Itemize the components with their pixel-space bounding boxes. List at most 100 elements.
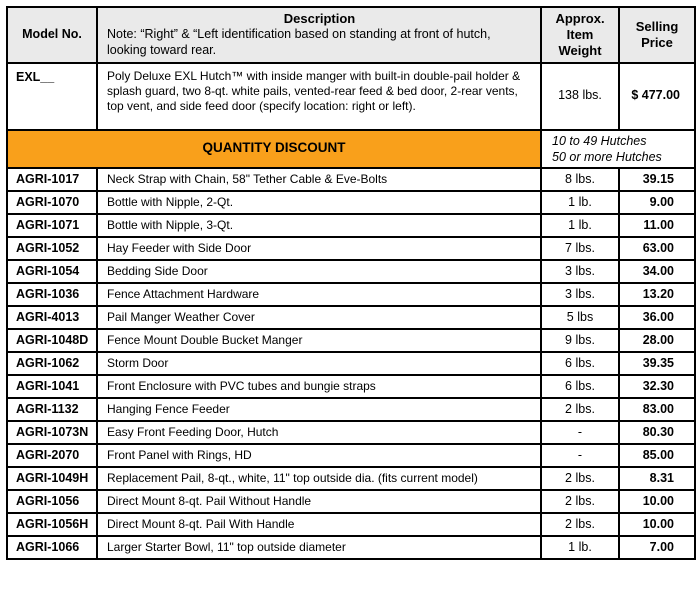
item-weight-cell: 3 lbs. [540,259,620,284]
item-row: AGRI-1036 Fence Attachment Hardware 3 lbs.… [6,282,696,307]
item-row: AGRI-1132 Hanging Fence Feeder 2 lbs. 83.00 [6,397,696,422]
item-row: AGRI-1041 Front Enclosure with PVC tubes … [6,374,696,399]
featured-hutch-row: EXL__ Poly Deluxe EXL Hutch™ with inside… [6,61,696,131]
item-price-cell: 34.00 [618,259,696,284]
item-row: AGRI-1073N Easy Front Feeding Door, Hutch… [6,420,696,445]
item-model-cell: AGRI-1036 [6,282,98,307]
item-row: AGRI-1052 Hay Feeder with Side Door 7 lbs.… [6,236,696,261]
item-weight-cell: 7 lbs. [540,236,620,261]
featured-price-cell: $ 477.00 [618,61,696,131]
item-model-cell: AGRI-1049H [6,466,98,491]
item-description-cell: Larger Starter Bowl, 11" top outside dia… [96,535,542,560]
price-table: Model No. Description Note: “Right” & “L… [6,6,696,560]
item-price-cell: 9.00 [618,190,696,215]
item-model-cell: AGRI-1056H [6,512,98,537]
items-body: AGRI-1017 Neck Strap with Chain, 58" Teth… [6,167,696,560]
item-description-cell: Storm Door [96,351,542,376]
item-weight-cell: 1 lb. [540,213,620,238]
item-row: AGRI-1056H Direct Mount 8-qt. Pail With H… [6,512,696,537]
item-row: AGRI-1054 Bedding Side Door 3 lbs. 34.00 [6,259,696,284]
item-description-cell: Neck Strap with Chain, 58" Tether Cable … [96,167,542,192]
featured-description-cell: Poly Deluxe EXL Hutch™ with inside mange… [96,61,542,131]
item-description-cell: Front Enclosure with PVC tubes and bungi… [96,374,542,399]
item-row: AGRI-1071 Bottle with Nipple, 3-Qt. 1 lb. 1… [6,213,696,238]
header-selling-price: Selling Price [618,6,696,64]
header-description-title: Description [283,11,356,26]
item-weight-cell: 5 lbs [540,305,620,330]
item-model-cell: AGRI-1048D [6,328,98,353]
quantity-discount-banner: QUANTITY DISCOUNT [6,128,542,169]
item-weight-cell: - [540,443,620,468]
header-approx-item-weight: Approx. Item Weight [540,6,620,64]
item-model-cell: AGRI-1066 [6,535,98,560]
item-model-cell: AGRI-1071 [6,213,98,238]
discount-tier-2: 50 or more Hutches [552,149,662,164]
item-weight-cell: 6 lbs. [540,351,620,376]
header-description-note: Note: “Right” & “Left identification bas… [107,27,491,57]
item-weight-cell: 1 lb. [540,535,620,560]
item-row: AGRI-1056 Direct Mount 8-qt. Pail Without… [6,489,696,514]
item-weight-cell: 2 lbs. [540,489,620,514]
item-model-cell: AGRI-1056 [6,489,98,514]
item-description-cell: Replacement Pail, 8-qt., white, 11" top … [96,466,542,491]
item-weight-cell: 2 lbs. [540,466,620,491]
item-model-cell: AGRI-1073N [6,420,98,445]
item-row: AGRI-1048D Fence Mount Double Bucket Mang… [6,328,696,353]
item-row: AGRI-1017 Neck Strap with Chain, 58" Teth… [6,167,696,192]
featured-weight-cell: 138 lbs. [540,61,620,131]
item-weight-cell: 8 lbs. [540,167,620,192]
item-price-cell: 10.00 [618,512,696,537]
item-description-cell: Bedding Side Door [96,259,542,284]
item-model-cell: AGRI-1132 [6,397,98,422]
item-description-cell: Bottle with Nipple, 2-Qt. [96,190,542,215]
item-description-cell: Hanging Fence Feeder [96,397,542,422]
item-price-cell: 32.30 [618,374,696,399]
item-weight-cell: - [540,420,620,445]
discount-tiers-cell: 10 to 49 Hutches 50 or more Hutches [540,128,696,169]
featured-model-cell: EXL__ [6,61,98,131]
item-weight-cell: 9 lbs. [540,328,620,353]
item-price-cell: 83.00 [618,397,696,422]
item-price-cell: 85.00 [618,443,696,468]
item-model-cell: AGRI-2070 [6,443,98,468]
item-row: AGRI-1070 Bottle with Nipple, 2-Qt. 1 lb. 9… [6,190,696,215]
header-description-cell: Description Note: “Right” & “Left identi… [96,6,542,64]
header-model-no: Model No. [6,6,98,64]
item-weight-cell: 2 lbs. [540,512,620,537]
item-description-cell: Front Panel with Rings, HD [96,443,542,468]
item-description-cell: Hay Feeder with Side Door [96,236,542,261]
item-price-cell: 39.35 [618,351,696,376]
header-row: Model No. Description Note: “Right” & “L… [6,6,696,64]
item-model-cell: AGRI-1062 [6,351,98,376]
item-price-cell: 10.00 [618,489,696,514]
item-price-cell: 8.31 [618,466,696,491]
item-weight-cell: 3 lbs. [540,282,620,307]
item-price-cell: 28.00 [618,328,696,353]
item-price-cell: 39.15 [618,167,696,192]
item-description-cell: Bottle with Nipple, 3-Qt. [96,213,542,238]
item-weight-cell: 1 lb. [540,190,620,215]
item-description-cell: Direct Mount 8-qt. Pail Without Handle [96,489,542,514]
item-model-cell: AGRI-1052 [6,236,98,261]
item-description-cell: Easy Front Feeding Door, Hutch [96,420,542,445]
item-row: AGRI-1066 Larger Starter Bowl, 11" top ou… [6,535,696,560]
item-row: AGRI-1049H Replacement Pail, 8-qt., white… [6,466,696,491]
item-weight-cell: 2 lbs. [540,397,620,422]
item-price-cell: 7.00 [618,535,696,560]
item-price-cell: 11.00 [618,213,696,238]
item-model-cell: AGRI-1054 [6,259,98,284]
discount-tier-1: 10 to 49 Hutches [552,133,647,148]
item-row: AGRI-1062 Storm Door 6 lbs. 39.35 [6,351,696,376]
item-model-cell: AGRI-1017 [6,167,98,192]
item-price-cell: 36.00 [618,305,696,330]
item-price-cell: 80.30 [618,420,696,445]
item-description-cell: Direct Mount 8-qt. Pail With Handle [96,512,542,537]
item-description-cell: Pail Manger Weather Cover [96,305,542,330]
item-price-cell: 13.20 [618,282,696,307]
item-row: AGRI-4013 Pail Manger Weather Cover 5 lbs 3… [6,305,696,330]
item-weight-cell: 6 lbs. [540,374,620,399]
item-description-cell: Fence Mount Double Bucket Manger [96,328,542,353]
item-model-cell: AGRI-4013 [6,305,98,330]
quantity-discount-row: QUANTITY DISCOUNT 10 to 49 Hutches 50 or… [6,128,696,169]
